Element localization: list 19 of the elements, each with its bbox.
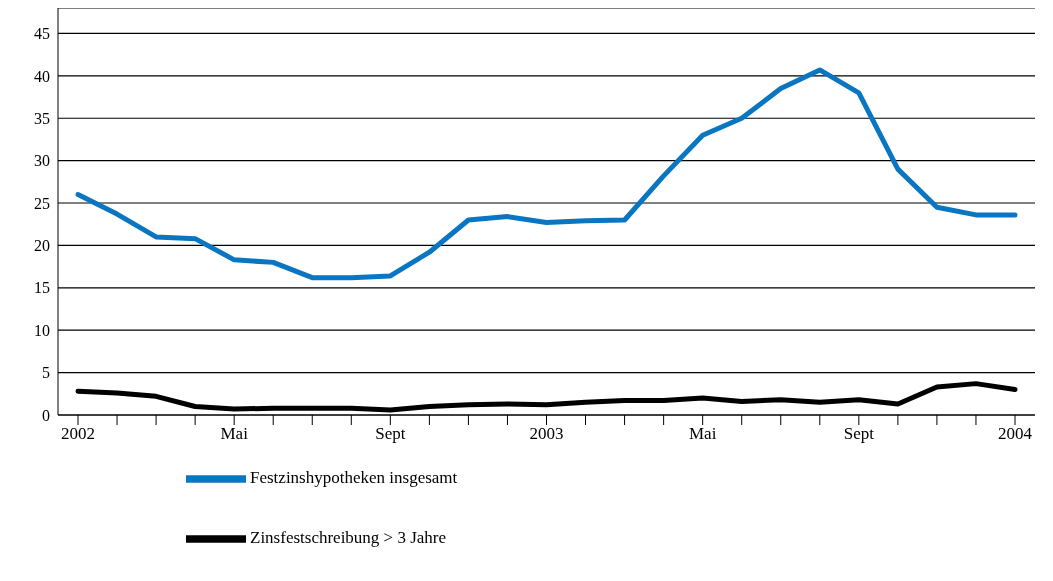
x-tick-label: 2004	[998, 424, 1033, 444]
y-tick-label: 0	[42, 406, 50, 424]
x-tick-label: Sept	[375, 424, 406, 444]
x-tick-label: 2002	[61, 424, 95, 444]
y-tick-label: 5	[42, 364, 50, 382]
y-tick-label: 25	[34, 194, 50, 212]
legend-label: Festzinshypotheken insgesamt	[250, 467, 458, 487]
legend-label: Zinsfestschreibung > 3 Jahre	[250, 527, 447, 547]
x-tick-label: Mai	[688, 424, 717, 444]
y-tick-label: 15	[34, 279, 50, 297]
y-tick-label: 30	[34, 152, 50, 170]
y-tick-label: 45	[34, 25, 50, 43]
y-tick-label: 35	[34, 109, 50, 127]
x-tick-label: Sept	[843, 424, 875, 444]
y-tick-label: 20	[34, 237, 50, 255]
x-tick-label: Mai	[220, 424, 249, 444]
y-tick-label: 40	[34, 67, 50, 85]
x-tick-label: 2003	[529, 424, 564, 444]
y-tick-label: 10	[34, 321, 50, 339]
